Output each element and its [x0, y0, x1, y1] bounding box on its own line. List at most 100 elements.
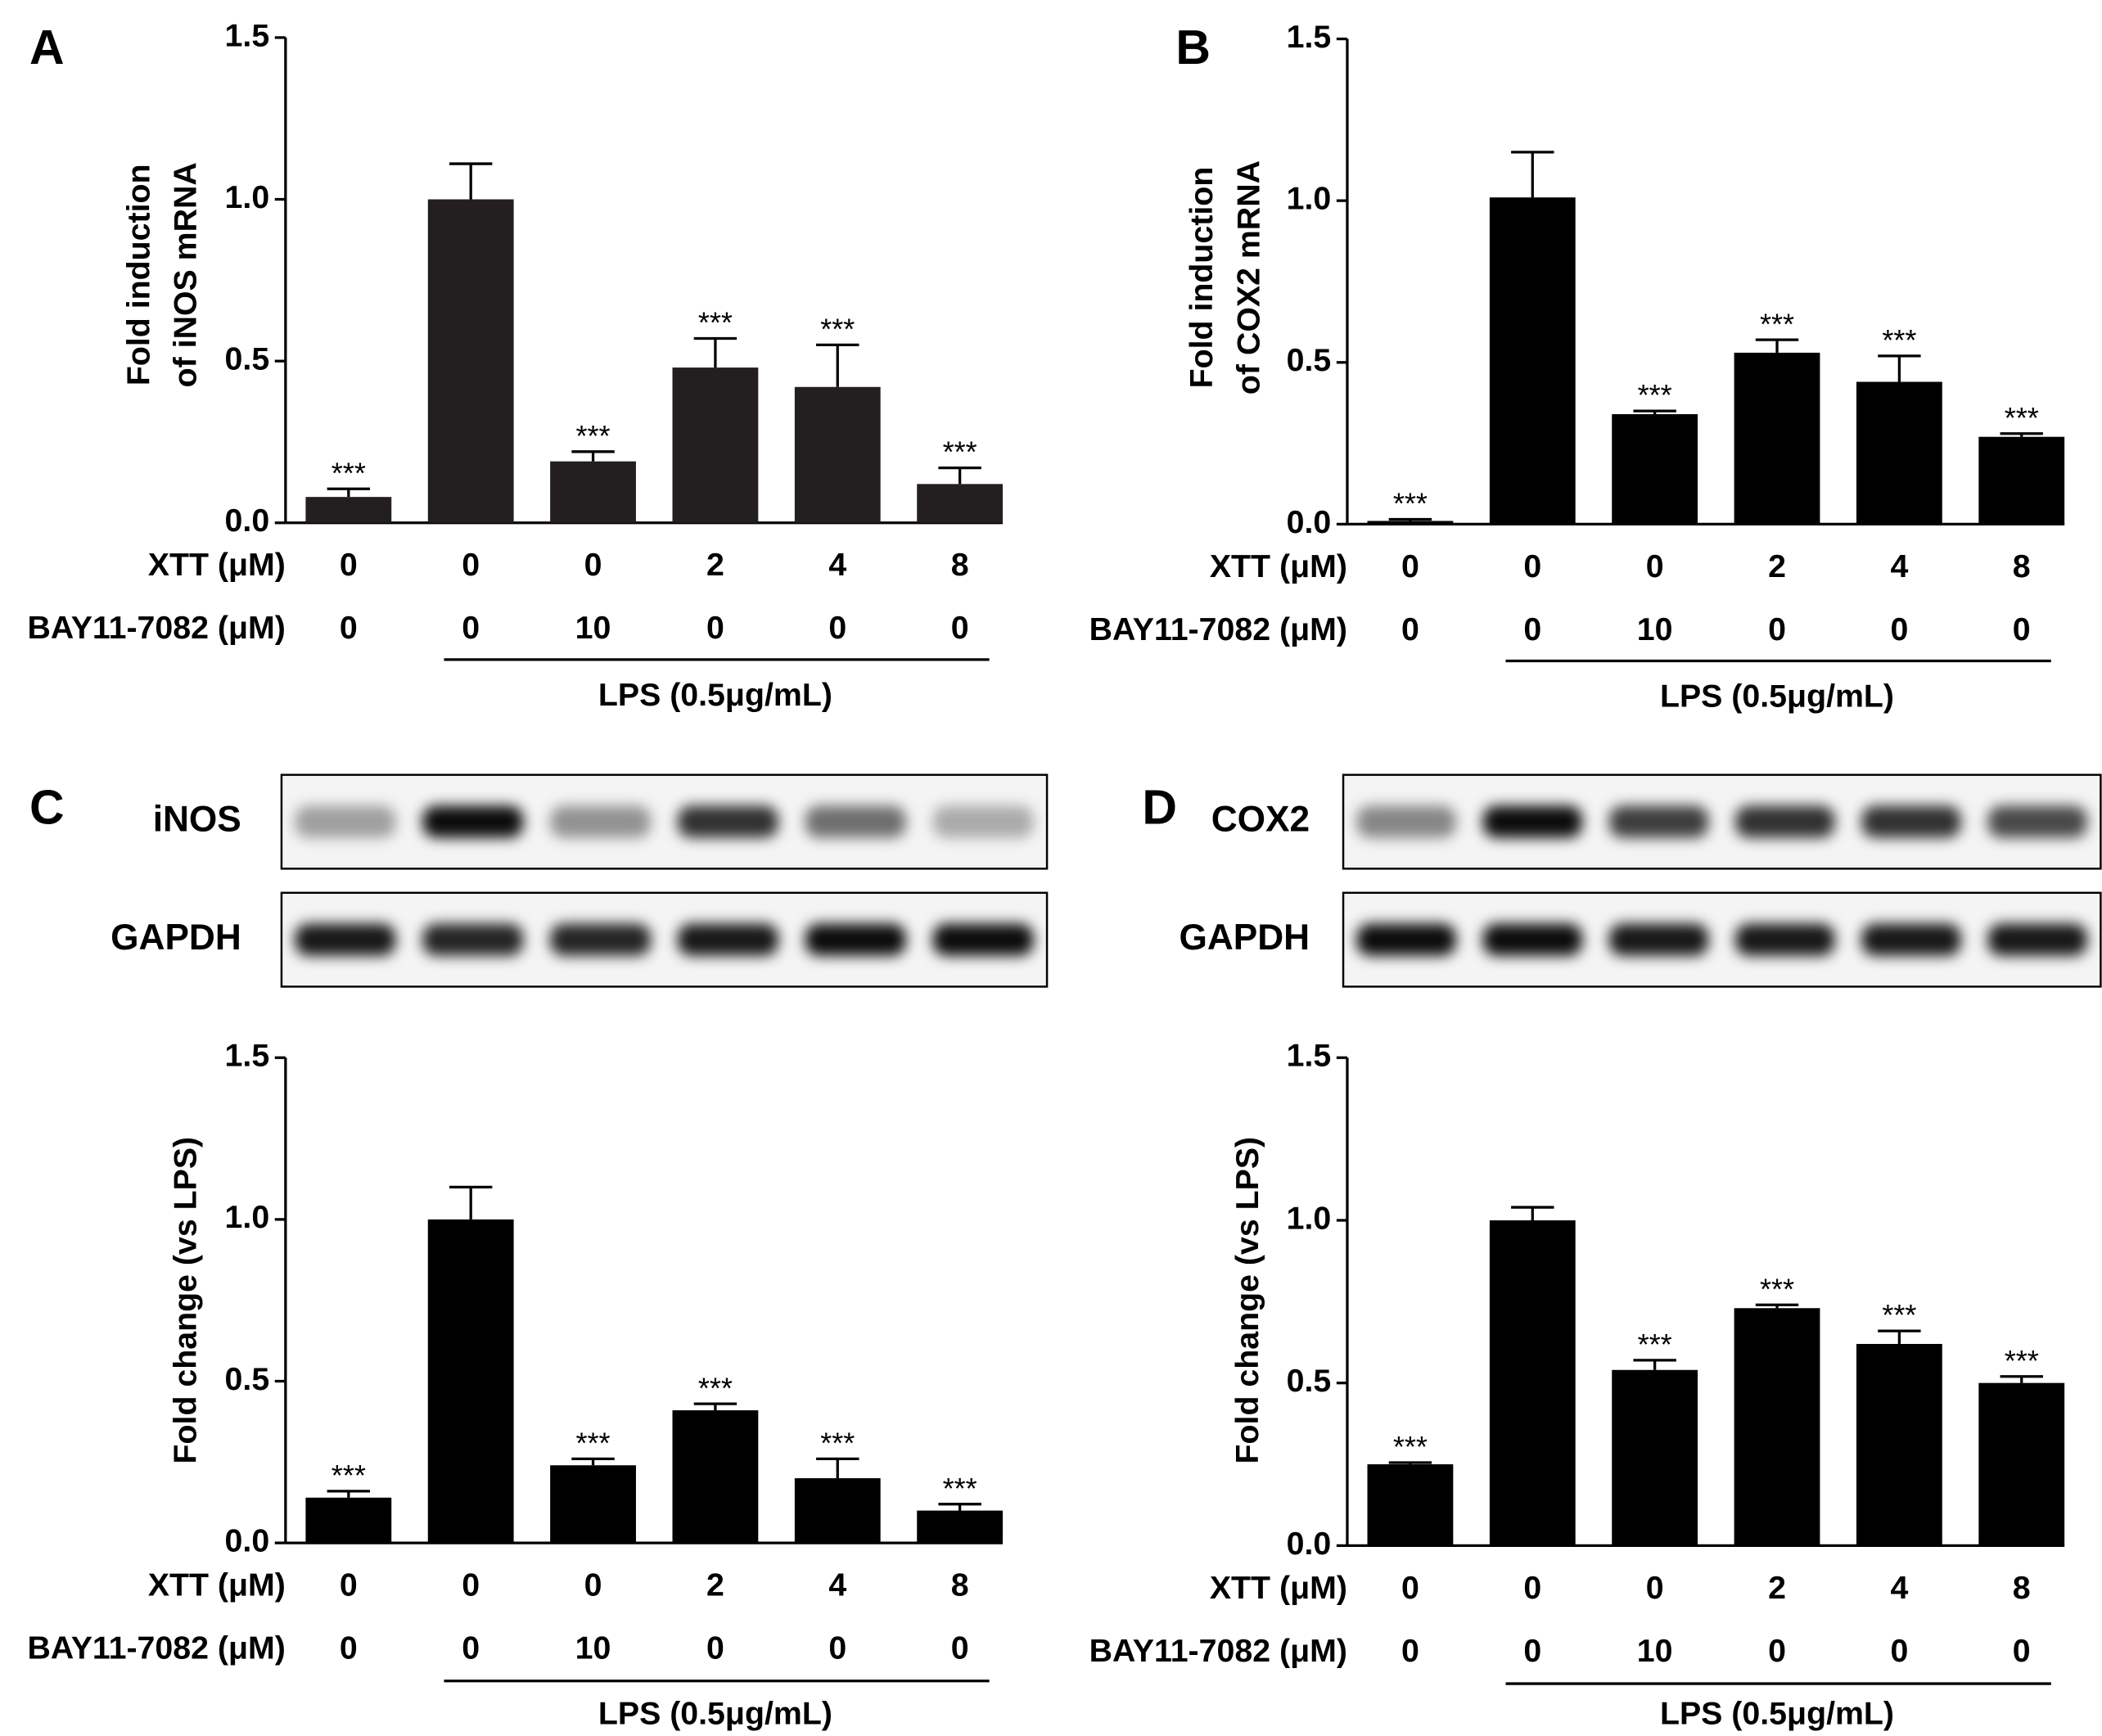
significance: ***	[1760, 307, 1794, 340]
y-axis-label: Fold change (vs LPS)	[168, 1137, 204, 1464]
significance: ***	[1760, 1272, 1794, 1305]
blot-label: COX2	[1211, 800, 1310, 840]
bay-label: 0	[706, 1630, 724, 1666]
significance: ***	[2005, 1344, 2039, 1378]
y-tick-label: 1.5	[225, 1038, 270, 1074]
band	[1356, 805, 1456, 838]
bar	[794, 1478, 881, 1544]
blot-bands	[295, 923, 1034, 956]
bar	[1367, 1464, 1454, 1546]
xtt-label: 0	[462, 1567, 480, 1603]
row-label: BAY11-7082 (μM)	[28, 1630, 286, 1666]
band	[677, 923, 778, 956]
significance: ***	[820, 313, 855, 346]
group-label: LPS (0.5μg/mL)	[1660, 1696, 1894, 1732]
bay-label: 0	[1523, 611, 1541, 647]
bay-label: 0	[462, 610, 480, 646]
bay-label: 0	[462, 1630, 480, 1666]
xtt-label: 0	[462, 547, 480, 583]
panel-letter: C	[29, 781, 65, 834]
band	[550, 805, 652, 838]
row-label: XTT (μM)	[148, 1567, 286, 1603]
significance: ***	[1638, 1328, 1672, 1361]
significance: ***	[1882, 323, 1916, 357]
band	[805, 923, 906, 956]
y-axis-label: Fold induction	[1184, 167, 1220, 389]
blot-label: GAPDH	[1179, 918, 1310, 958]
xtt-label: 8	[951, 547, 969, 583]
y-tick-label: 1.5	[1287, 1038, 1332, 1074]
y-tick-label: 0.0	[1287, 504, 1332, 540]
blot-bands	[295, 805, 1034, 838]
y-axis-label: Fold change (vs LPS)	[1229, 1137, 1265, 1464]
blot-box	[280, 891, 1049, 988]
bay-label: 0	[706, 610, 724, 646]
xtt-label: 0	[1523, 548, 1541, 584]
xtt-label: 0	[1646, 548, 1664, 584]
xtt-label: 8	[2013, 1570, 2031, 1606]
group-label: LPS (0.5μg/mL)	[598, 677, 832, 713]
row-label: XTT (μM)	[1210, 548, 1347, 584]
xtt-label: 0	[1523, 1570, 1541, 1606]
significance: ***	[698, 1371, 733, 1405]
bay-label: 10	[1637, 1633, 1673, 1669]
bay-label: 10	[575, 1630, 611, 1666]
xtt-label: 2	[1768, 1570, 1786, 1606]
row-label: XTT (μM)	[148, 547, 286, 583]
significance: ***	[1882, 1298, 1916, 1332]
band	[422, 805, 524, 838]
y-tick-label: 1.0	[1287, 181, 1332, 217]
row-label: XTT (μM)	[1210, 1570, 1347, 1606]
y-tick-label: 1.5	[1287, 19, 1332, 55]
xtt-label: 8	[951, 1567, 969, 1603]
xtt-label: 4	[828, 1567, 846, 1603]
significance: ***	[820, 1426, 855, 1459]
bar	[550, 461, 636, 523]
group-label: LPS (0.5μg/mL)	[1660, 679, 1894, 715]
xtt-label: 4	[1890, 548, 1908, 584]
bar	[917, 484, 1004, 523]
significance: ***	[2005, 401, 2039, 435]
bar	[1856, 1343, 1942, 1546]
significance: ***	[943, 1472, 977, 1505]
xtt-label: 4	[1890, 1570, 1908, 1606]
band	[1482, 805, 1583, 838]
bar	[550, 1465, 636, 1544]
xtt-label: 0	[1646, 1570, 1664, 1606]
panel-letter: B	[1175, 21, 1211, 74]
bar	[305, 1497, 392, 1544]
significance: ***	[576, 419, 611, 453]
y-tick-label: 0.5	[1287, 1363, 1332, 1399]
bar	[672, 367, 759, 523]
y-tick-label: 0.5	[225, 1361, 270, 1397]
xtt-label: 2	[706, 547, 724, 583]
significance: ***	[332, 456, 366, 489]
band	[295, 923, 396, 956]
bar	[672, 1410, 759, 1544]
band	[1608, 805, 1709, 838]
row-label: BAY11-7082 (μM)	[28, 610, 286, 646]
bar	[794, 386, 881, 523]
bar	[1978, 436, 2065, 525]
y-tick-label: 1.5	[225, 17, 270, 53]
significance: ***	[576, 1426, 611, 1459]
bar	[1612, 1369, 1698, 1546]
blot-box	[280, 773, 1049, 870]
bar	[1734, 352, 1820, 525]
band	[805, 805, 906, 838]
xtt-label: 0	[1401, 548, 1419, 584]
band	[1356, 923, 1456, 956]
bay-label: 0	[2013, 611, 2031, 647]
bay-label: 10	[575, 610, 611, 646]
xtt-label: 2	[706, 1567, 724, 1603]
significance: ***	[1638, 378, 1672, 412]
band	[677, 805, 778, 838]
bar	[1489, 1220, 1576, 1546]
y-tick-label: 0.0	[225, 503, 270, 539]
band	[1861, 805, 1961, 838]
bay-label: 10	[1637, 611, 1673, 647]
blot-bands	[1356, 805, 2087, 838]
significance: ***	[332, 1459, 366, 1492]
bar	[305, 497, 392, 523]
y-tick-label: 0.5	[225, 341, 270, 377]
